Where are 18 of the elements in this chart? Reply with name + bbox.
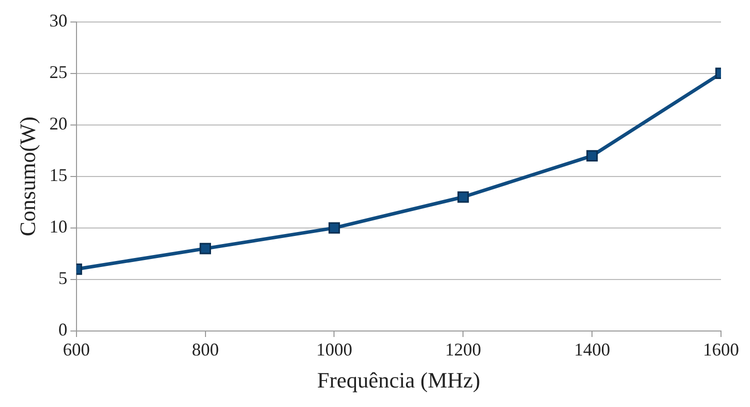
- y-tick-label: 15: [49, 165, 68, 186]
- point: [328, 222, 340, 234]
- y-tick-label: 0: [58, 320, 68, 340]
- y-axis-title: Consumo(W): [14, 116, 40, 236]
- y-tick-label: 10: [49, 216, 68, 237]
- x-axis-title: Frequência (MHz): [317, 368, 480, 393]
- y-tick-label: 25: [49, 62, 68, 82]
- x-tick-label: 1400: [574, 340, 610, 360]
- x-tick-label: 1200: [445, 340, 482, 360]
- x-tick-label: 1600: [703, 340, 739, 360]
- y-tick-label: 20: [49, 114, 68, 134]
- y-tick-label: 30: [49, 10, 68, 31]
- point: [457, 191, 469, 203]
- x-tick-label: 800: [192, 340, 219, 360]
- x-tick-label: 600: [62, 340, 90, 360]
- x-tick-label: 1000: [316, 340, 352, 360]
- y-tick-label: 5: [58, 268, 68, 288]
- point: [200, 242, 212, 254]
